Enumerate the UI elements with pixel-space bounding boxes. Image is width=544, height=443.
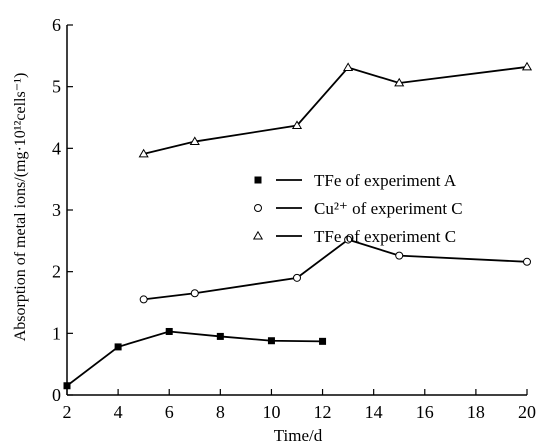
- legend-item: TFe of experiment A: [254, 171, 457, 190]
- series-line: [66, 330, 323, 387]
- x-axis-ticks: 2 4 6 8 10 12 14 16 18 20: [63, 389, 536, 422]
- series-3: [138, 61, 533, 158]
- data-point: [190, 289, 199, 298]
- legend-label: Cu²⁺ of experiment C: [314, 199, 463, 218]
- y-tick-label: 1: [52, 323, 61, 343]
- y-tick-label: 2: [52, 262, 61, 282]
- series-layer: [63, 61, 533, 390]
- x-tick-label: 18: [467, 402, 485, 422]
- legend: TFe of experiment A Cu²⁺ of experiment C T…: [252, 171, 463, 246]
- series-1: [63, 327, 327, 390]
- y-axis-ticks: 0 1 2 3 4 5 6: [52, 15, 73, 405]
- data-point: [291, 120, 303, 129]
- x-tick-label: 12: [314, 402, 332, 422]
- data-point: [63, 382, 71, 390]
- x-tick-label: 2: [63, 402, 72, 422]
- data-point: [523, 257, 531, 266]
- data-point: [521, 61, 533, 71]
- data-point: [394, 77, 405, 87]
- y-tick-label: 6: [52, 15, 61, 35]
- data-point: [343, 62, 354, 71]
- data-point: [139, 295, 148, 304]
- x-axis-label: Time/d: [274, 426, 323, 443]
- data-point: [267, 337, 275, 345]
- x-tick-label: 6: [165, 402, 174, 422]
- data-point: [216, 332, 224, 340]
- data-point: [344, 235, 353, 244]
- legend-marker: [252, 230, 264, 240]
- data-point: [138, 148, 149, 158]
- data-point: [165, 327, 173, 335]
- x-tick-label: 8: [216, 402, 225, 422]
- data-point: [114, 343, 122, 351]
- data-point: [395, 251, 404, 260]
- series-line: [143, 66, 528, 155]
- data-point: [319, 337, 327, 345]
- y-tick-label: 3: [52, 200, 61, 220]
- x-tick-label: 10: [262, 402, 280, 422]
- x-tick-label: 14: [365, 402, 383, 422]
- legend-item: TFe of experiment C: [252, 227, 456, 246]
- y-tick-label: 0: [52, 385, 61, 405]
- legend-label: TFe of experiment A: [314, 171, 457, 190]
- x-tick-label: 20: [518, 402, 536, 422]
- data-point: [293, 273, 301, 282]
- y-tick-label: 4: [52, 138, 61, 158]
- series-2: [139, 235, 531, 304]
- data-point: [189, 136, 200, 145]
- y-axis-label: Absorption of metal ions/(mg·10¹²cells⁻¹…: [12, 73, 29, 342]
- legend-marker: [254, 204, 262, 212]
- legend-label: TFe of experiment C: [314, 227, 456, 246]
- legend-marker: [254, 176, 262, 184]
- y-tick-label: 5: [52, 77, 61, 97]
- legend-item: Cu²⁺ of experiment C: [254, 199, 463, 218]
- x-tick-label: 16: [416, 402, 434, 422]
- x-tick-label: 4: [114, 402, 123, 422]
- series-line: [143, 238, 528, 301]
